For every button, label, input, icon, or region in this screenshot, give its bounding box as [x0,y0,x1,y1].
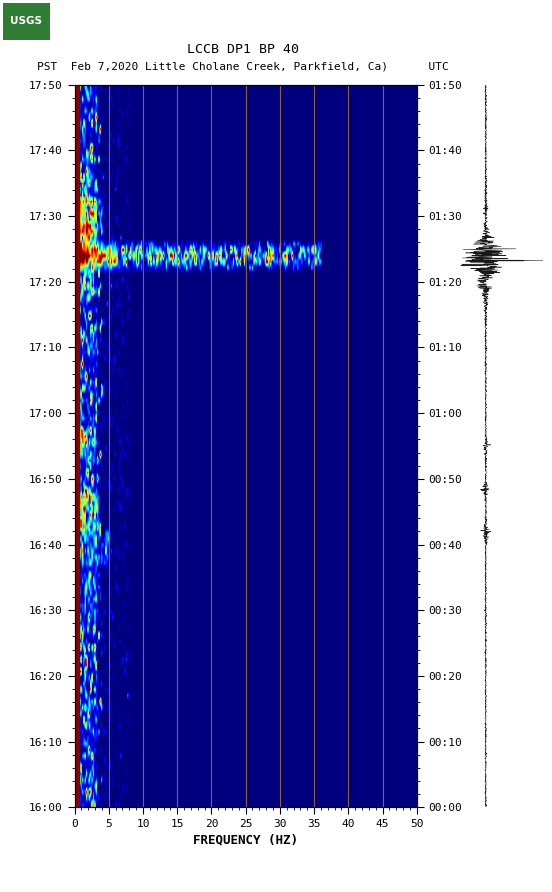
Bar [75,85,78,807]
X-axis label: FREQUENCY (HZ): FREQUENCY (HZ) [193,833,298,847]
Text: USGS: USGS [10,16,42,27]
FancyBboxPatch shape [3,3,50,40]
Text: LCCB DP1 BP 40: LCCB DP1 BP 40 [187,43,299,55]
Text: PST  Feb 7,2020 Little Cholane Creek, Parkfield, Ca)      UTC: PST Feb 7,2020 Little Cholane Creek, Par… [37,62,449,72]
